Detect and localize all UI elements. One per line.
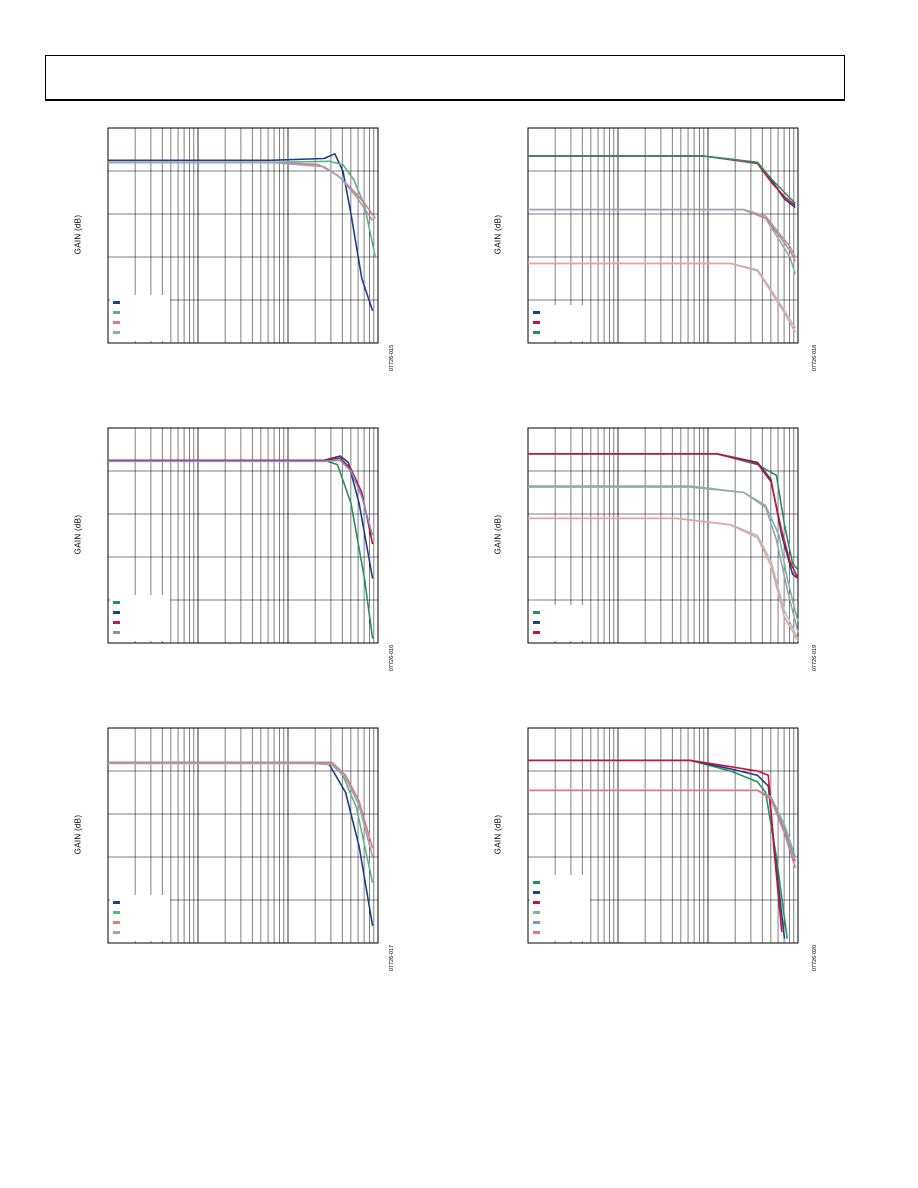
legend-swatch: [113, 921, 120, 924]
legend-swatch: [533, 621, 540, 624]
plot-svg: [107, 427, 379, 644]
chart-fig-16: GAIN (dB) 07726-016: [70, 420, 450, 710]
legend-swatch: [113, 931, 120, 934]
legend-swatch: [533, 921, 540, 924]
series-line-0: [108, 153, 374, 312]
series-line-4: [528, 486, 799, 633]
legend-swatch: [113, 331, 120, 334]
chart-fig-19: GAIN (dB) 07726-019: [490, 420, 870, 710]
figure-id: 07726-016: [389, 644, 395, 672]
series-line-3: [528, 485, 799, 622]
legend-swatch: [533, 311, 540, 314]
chart-fig-15: GAIN (dB) 07726-015: [70, 120, 450, 410]
legend-swatch: [113, 911, 120, 914]
legend-box: [530, 875, 590, 941]
series-line-5: [528, 789, 797, 869]
legend-swatch: [113, 631, 120, 634]
legend-swatch: [113, 301, 120, 304]
page-header-box: [45, 55, 845, 101]
plot-svg: [527, 127, 799, 344]
series-line-3: [108, 762, 374, 858]
legend-swatch: [113, 321, 120, 324]
chart-fig-20: GAIN (dB) 07726-020: [490, 720, 870, 1010]
series-line-7: [528, 262, 796, 333]
figure-id: 07726-018: [812, 344, 818, 372]
series-line-5: [528, 208, 797, 258]
legend-swatch: [533, 901, 540, 904]
chart-fig-18: GAIN (dB) 07726-018: [490, 120, 870, 410]
legend-swatch: [113, 611, 120, 614]
figure-id: 07726-019: [812, 644, 818, 672]
legend-swatch: [533, 931, 540, 934]
series-line-2: [528, 155, 796, 204]
plot-svg: [527, 727, 799, 944]
legend-swatch: [533, 331, 540, 334]
series-line-3: [108, 459, 374, 536]
plot-svg: [527, 427, 799, 644]
legend-swatch: [113, 311, 120, 314]
figure-id: 07726-020: [812, 944, 818, 972]
legend-swatch: [113, 901, 120, 904]
legend-swatch: [533, 611, 540, 614]
series-line-6: [528, 517, 799, 642]
legend-swatch: [113, 621, 120, 624]
plot-svg: [107, 127, 379, 344]
series-line-3: [108, 161, 374, 221]
legend-swatch: [113, 601, 120, 604]
legend-swatch: [533, 881, 540, 884]
legend-swatch: [533, 321, 540, 324]
legend-swatch: [533, 891, 540, 894]
legend-swatch: [533, 631, 540, 634]
series-line-2: [528, 453, 799, 579]
chart-fig-17: GAIN (dB) 07726-017: [70, 720, 450, 1010]
plot-svg: [107, 727, 379, 944]
series-line-2: [108, 761, 374, 849]
figure-id: 07726-015: [389, 344, 395, 372]
legend-swatch: [533, 911, 540, 914]
figure-id: 07726-017: [389, 944, 395, 972]
series-line-2: [528, 759, 783, 933]
